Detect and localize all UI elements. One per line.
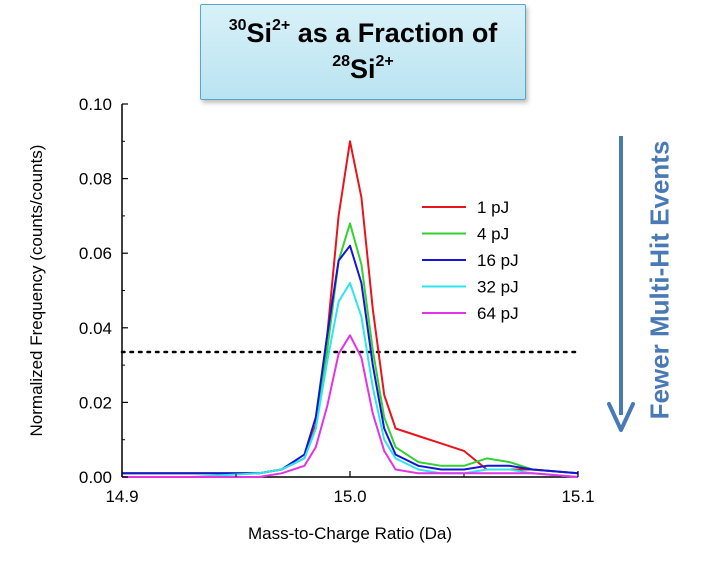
chart-title: 30Si2+ as a Fraction of 28Si2+ [200, 4, 526, 100]
title-mass-number: 30 [228, 17, 247, 34]
y-tick-label: 0.02 [79, 393, 112, 412]
title-mass-number-ref: 28 [332, 53, 351, 70]
title-element: Si [246, 18, 272, 48]
title-charge: 2+ [272, 17, 291, 34]
title-middle-text: as a Fraction of [290, 18, 498, 48]
x-axis-label: Mass-to-Charge Ratio (Da) [248, 524, 452, 543]
x-tick-label: 15.1 [561, 487, 594, 506]
y-tick-label: 0.10 [79, 95, 112, 114]
y-tick-label: 0.06 [79, 244, 112, 263]
y-tick-label: 0.04 [79, 319, 112, 338]
title-element-ref: Si [350, 54, 376, 84]
title-charge-ref: 2+ [375, 53, 394, 70]
x-tick-label: 15.0 [333, 487, 366, 506]
series-line [122, 334, 579, 478]
y-axis-label: Normalized Frequency (counts/counts) [27, 145, 46, 437]
x-tick-label: 14.9 [105, 487, 138, 506]
series-line [122, 282, 579, 478]
legend-label: 1 pJ [477, 198, 509, 217]
y-tick-label: 0.08 [79, 170, 112, 189]
down-arrow-head [607, 402, 635, 432]
legend-label: 16 pJ [477, 251, 519, 270]
legend-label: 64 pJ [477, 304, 519, 323]
y-tick-label: 0.00 [79, 468, 112, 487]
legend-label: 32 pJ [477, 278, 519, 297]
legend-label: 4 pJ [477, 225, 509, 244]
side-annotation-text: Fewer Multi-Hit Events [644, 140, 675, 420]
